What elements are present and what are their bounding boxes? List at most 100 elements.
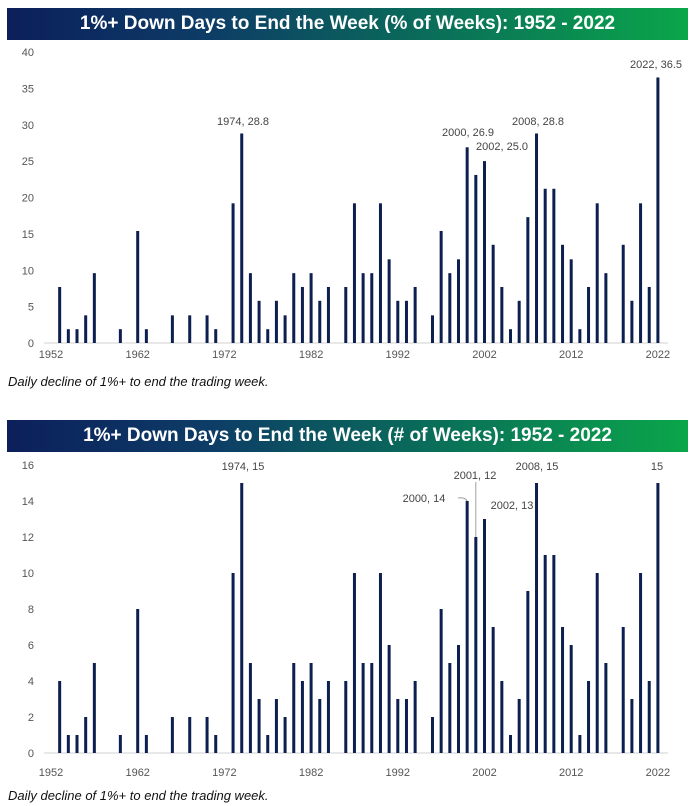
bar-1981 <box>300 681 304 753</box>
bar-1956 <box>84 315 88 343</box>
bar-1954 <box>66 329 70 343</box>
bar-1960 <box>118 329 122 343</box>
bar-2015 <box>595 573 599 753</box>
x-tick-label: 1972 <box>212 767 236 779</box>
bar-2004 <box>500 681 504 753</box>
bar-2002 <box>483 161 486 343</box>
bar-1954 <box>66 735 70 753</box>
bar-1993 <box>404 300 408 343</box>
x-tick-label: 1992 <box>386 767 410 779</box>
y-tick-label: 40 <box>22 47 34 59</box>
bar-2019 <box>630 300 634 343</box>
bar-2008 <box>535 483 539 753</box>
bar-2000 <box>465 147 469 343</box>
bar-1992 <box>396 699 400 753</box>
bar-2011 <box>561 244 565 343</box>
annotation-2008: 2008, 15 <box>516 461 559 473</box>
bar-1980 <box>292 663 296 753</box>
bar-1988 <box>361 273 365 343</box>
y-tick-label: 15 <box>22 229 34 241</box>
bar-2009 <box>543 188 547 343</box>
bar-1998 <box>448 663 452 753</box>
bar-2020 <box>639 203 643 343</box>
bar-1980 <box>292 273 296 343</box>
bar-1970 <box>205 315 209 343</box>
x-tick-label: 1982 <box>299 349 323 361</box>
bar-1968 <box>188 315 192 343</box>
x-tick-label: 2002 <box>472 767 496 779</box>
bar-1975 <box>248 663 252 753</box>
bar-1953 <box>58 286 62 343</box>
bar-1966 <box>170 717 174 753</box>
bar-1979 <box>283 315 287 343</box>
annotation-2000: 2000, 26.9 <box>442 127 494 139</box>
annotation-1974: 1974, 15 <box>222 461 265 473</box>
bar-1955 <box>75 735 79 753</box>
x-tick-label: 1962 <box>125 767 149 779</box>
bar-1990 <box>378 573 382 753</box>
bar-1976 <box>257 699 261 753</box>
x-tick-label: 1992 <box>386 349 410 361</box>
bar-2005 <box>509 329 513 343</box>
bar-1977 <box>266 735 270 753</box>
bar-1991 <box>387 259 391 343</box>
y-tick-label: 0 <box>28 338 34 350</box>
chart-title-percent: 1%+ Down Days to End the Week (% of Week… <box>7 8 688 40</box>
bar-2013 <box>578 735 582 753</box>
annotation-2022: 2022, 36.5 <box>630 59 682 71</box>
bar-1956 <box>84 717 88 753</box>
x-tick-label: 1982 <box>299 767 323 779</box>
bar-1966 <box>170 315 174 343</box>
bar-1982 <box>309 663 313 753</box>
annotation-2002: 2002, 13 <box>491 500 534 512</box>
bar-1955 <box>75 329 79 343</box>
annotation-1974: 1974, 28.8 <box>217 116 269 128</box>
bar-2003 <box>491 627 495 753</box>
x-tick-label: 2012 <box>559 349 583 361</box>
bar-1996 <box>430 717 434 753</box>
bar-2006 <box>517 300 521 343</box>
bar-2016 <box>604 663 608 753</box>
bar-1976 <box>257 300 261 343</box>
bar-1992 <box>396 300 400 343</box>
y-tick-label: 10 <box>22 265 34 277</box>
x-tick-label: 2022 <box>646 767 670 779</box>
y-tick-label: 4 <box>28 676 34 688</box>
bar-1973 <box>231 203 235 343</box>
bar-1963 <box>144 735 148 753</box>
bar-1986 <box>344 286 348 343</box>
y-tick-label: 8 <box>28 604 34 616</box>
chart-percent-of-weeks: 0 5 10 15 20 25 30 35 40 1952 1962 1972 1982 1992 2002… <box>22 47 682 361</box>
bar-1993 <box>404 699 408 753</box>
bar-1977 <box>266 329 270 343</box>
bar-1997 <box>439 609 443 753</box>
bar-1979 <box>283 717 287 753</box>
y-tick-label: 16 <box>22 460 34 472</box>
chart-title-count: 1%+ Down Days to End the Week (# of Week… <box>7 420 688 452</box>
bar-2003 <box>491 244 495 343</box>
bar-2014 <box>587 286 591 343</box>
bar-2012 <box>569 645 573 753</box>
y-tick-label: 12 <box>22 532 34 544</box>
y-tick-label: 0 <box>28 748 34 760</box>
x-tick-label: 2002 <box>472 349 496 361</box>
bar-2016 <box>604 273 608 343</box>
y-tick-label: 20 <box>22 193 34 205</box>
y-tick-label: 6 <box>28 640 34 652</box>
footnote-count: Daily decline of 1%+ to end the trading … <box>8 788 269 803</box>
bar-1970 <box>205 717 209 753</box>
bar-1978 <box>274 300 278 343</box>
y-tick-label: 30 <box>22 120 34 132</box>
bar-1989 <box>370 273 374 343</box>
x-tick-label: 2012 <box>559 767 583 779</box>
bar-1984 <box>326 286 330 343</box>
bar-2009 <box>543 555 547 753</box>
bar-1981 <box>300 286 304 343</box>
bar-2021 <box>647 286 651 343</box>
bar-1999 <box>456 259 460 343</box>
footnote-percent: Daily decline of 1%+ to end the trading … <box>8 374 269 389</box>
annotation-2008: 2008, 28.8 <box>512 116 564 128</box>
bar-1997 <box>439 230 443 343</box>
bar-2007 <box>526 591 530 753</box>
x-tick-label: 2022 <box>646 349 670 361</box>
